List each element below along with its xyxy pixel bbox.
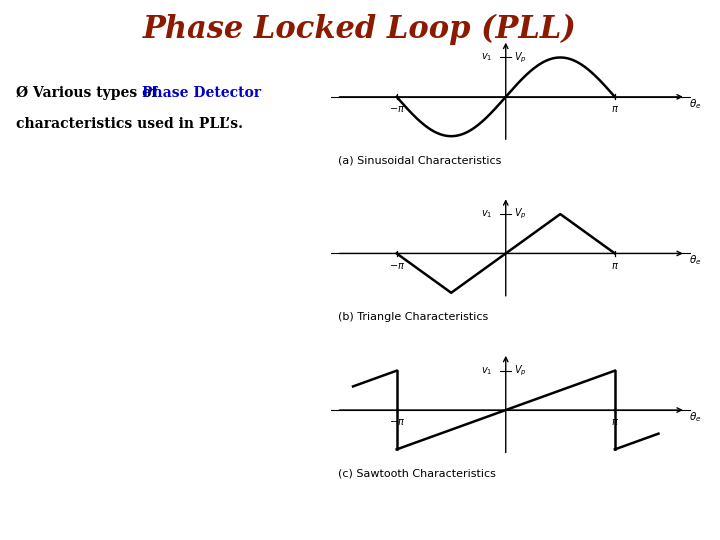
- Text: $\pi$: $\pi$: [611, 104, 618, 114]
- Text: $\pi$: $\pi$: [611, 260, 618, 271]
- Text: characteristics used in PLL’s.: characteristics used in PLL’s.: [17, 117, 243, 131]
- Text: $v_1$: $v_1$: [481, 208, 492, 220]
- Text: $-\pi$: $-\pi$: [389, 260, 405, 271]
- Text: (a) Sinusoidal Characteristics: (a) Sinusoidal Characteristics: [338, 156, 502, 166]
- Text: $V_p$: $V_p$: [515, 207, 527, 221]
- Text: $\theta_e$: $\theta_e$: [689, 97, 701, 111]
- Text: $V_p$: $V_p$: [515, 50, 527, 65]
- Text: (c) Sawtooth Characteristics: (c) Sawtooth Characteristics: [338, 469, 496, 479]
- Text: (b) Triangle Characteristics: (b) Triangle Characteristics: [338, 312, 489, 322]
- Text: $V_p$: $V_p$: [515, 363, 527, 378]
- Text: $\pi$: $\pi$: [611, 417, 618, 427]
- Text: Phase Detector: Phase Detector: [142, 86, 261, 100]
- Text: $-\pi$: $-\pi$: [389, 417, 405, 427]
- Text: $\theta_e$: $\theta_e$: [689, 410, 701, 424]
- Text: $v_1$: $v_1$: [481, 365, 492, 376]
- Text: Ø Various types of: Ø Various types of: [17, 86, 163, 100]
- Text: $-\pi$: $-\pi$: [389, 104, 405, 114]
- Text: Phase Locked Loop (PLL): Phase Locked Loop (PLL): [143, 14, 577, 45]
- Text: $\theta_e$: $\theta_e$: [689, 254, 701, 267]
- Text: $v_1$: $v_1$: [481, 52, 492, 63]
